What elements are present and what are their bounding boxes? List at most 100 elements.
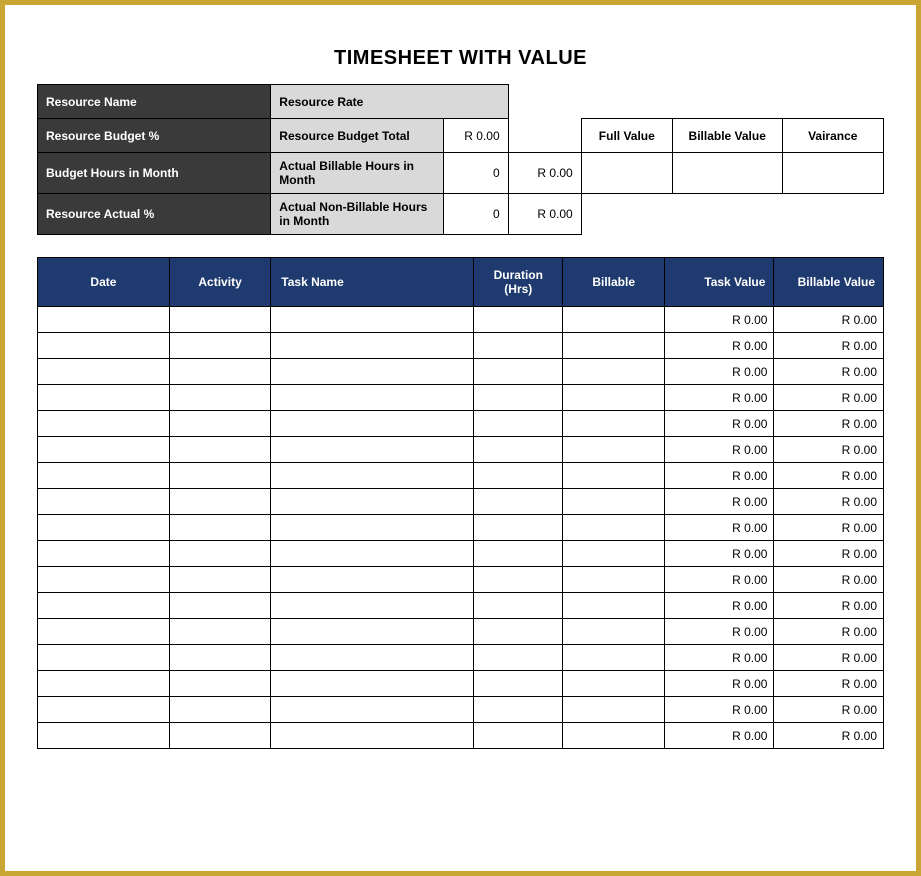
date-cell[interactable]: [38, 437, 170, 463]
task-value-cell[interactable]: R 0.00: [664, 515, 774, 541]
billable-cell[interactable]: [563, 671, 664, 697]
activity-cell[interactable]: [169, 645, 270, 671]
billable-cell[interactable]: [563, 411, 664, 437]
billable-cell[interactable]: [563, 541, 664, 567]
duration-cell[interactable]: [474, 593, 563, 619]
date-cell[interactable]: [38, 723, 170, 749]
task-value-cell[interactable]: R 0.00: [664, 671, 774, 697]
task-value-cell[interactable]: R 0.00: [664, 619, 774, 645]
task-cell[interactable]: [271, 541, 474, 567]
billable-cell[interactable]: [563, 463, 664, 489]
billable-value-cell[interactable]: R 0.00: [774, 541, 884, 567]
billable-value-cell[interactable]: R 0.00: [774, 697, 884, 723]
date-cell[interactable]: [38, 619, 170, 645]
date-cell[interactable]: [38, 645, 170, 671]
duration-cell[interactable]: [474, 385, 563, 411]
task-value-cell[interactable]: R 0.00: [664, 437, 774, 463]
billable-value-cell[interactable]: R 0.00: [774, 619, 884, 645]
duration-cell[interactable]: [474, 567, 563, 593]
billable-value-cell[interactable]: R 0.00: [774, 437, 884, 463]
task-cell[interactable]: [271, 697, 474, 723]
billable-cell[interactable]: [563, 515, 664, 541]
date-cell[interactable]: [38, 333, 170, 359]
activity-cell[interactable]: [169, 723, 270, 749]
date-cell[interactable]: [38, 385, 170, 411]
activity-cell[interactable]: [169, 671, 270, 697]
duration-cell[interactable]: [474, 671, 563, 697]
billable-value-cell[interactable]: R 0.00: [774, 489, 884, 515]
date-cell[interactable]: [38, 671, 170, 697]
activity-cell[interactable]: [169, 541, 270, 567]
task-cell[interactable]: [271, 515, 474, 541]
billable-value-cell[interactable]: R 0.00: [774, 307, 884, 333]
activity-cell[interactable]: [169, 437, 270, 463]
duration-cell[interactable]: [474, 541, 563, 567]
activity-cell[interactable]: [169, 619, 270, 645]
date-cell[interactable]: [38, 411, 170, 437]
task-value-cell[interactable]: R 0.00: [664, 385, 774, 411]
task-cell[interactable]: [271, 619, 474, 645]
duration-cell[interactable]: [474, 463, 563, 489]
billable-value-cell[interactable]: R 0.00: [774, 359, 884, 385]
duration-cell[interactable]: [474, 723, 563, 749]
activity-cell[interactable]: [169, 593, 270, 619]
duration-cell[interactable]: [474, 359, 563, 385]
full-value-cell[interactable]: [581, 153, 672, 194]
task-cell[interactable]: [271, 385, 474, 411]
billable-value-cell[interactable]: R 0.00: [774, 515, 884, 541]
duration-cell[interactable]: [474, 307, 563, 333]
task-value-cell[interactable]: R 0.00: [664, 463, 774, 489]
task-cell[interactable]: [271, 437, 474, 463]
date-cell[interactable]: [38, 489, 170, 515]
billable-value-cell[interactable]: [672, 153, 782, 194]
billable-value-cell[interactable]: R 0.00: [774, 567, 884, 593]
actual-nonbillable-hours-amount[interactable]: R 0.00: [508, 194, 581, 235]
billable-cell[interactable]: [563, 645, 664, 671]
activity-cell[interactable]: [169, 385, 270, 411]
duration-cell[interactable]: [474, 411, 563, 437]
duration-cell[interactable]: [474, 697, 563, 723]
billable-value-cell[interactable]: R 0.00: [774, 411, 884, 437]
activity-cell[interactable]: [169, 333, 270, 359]
actual-billable-hours-value[interactable]: 0: [443, 153, 508, 194]
duration-cell[interactable]: [474, 515, 563, 541]
task-value-cell[interactable]: R 0.00: [664, 645, 774, 671]
activity-cell[interactable]: [169, 697, 270, 723]
resource-budget-total-value[interactable]: R 0.00: [443, 119, 508, 153]
task-value-cell[interactable]: R 0.00: [664, 489, 774, 515]
date-cell[interactable]: [38, 567, 170, 593]
activity-cell[interactable]: [169, 307, 270, 333]
date-cell[interactable]: [38, 463, 170, 489]
billable-cell[interactable]: [563, 437, 664, 463]
activity-cell[interactable]: [169, 489, 270, 515]
billable-value-cell[interactable]: R 0.00: [774, 463, 884, 489]
task-value-cell[interactable]: R 0.00: [664, 411, 774, 437]
billable-cell[interactable]: [563, 593, 664, 619]
task-cell[interactable]: [271, 359, 474, 385]
billable-cell[interactable]: [563, 307, 664, 333]
billable-value-cell[interactable]: R 0.00: [774, 385, 884, 411]
billable-value-cell[interactable]: R 0.00: [774, 333, 884, 359]
duration-cell[interactable]: [474, 437, 563, 463]
task-cell[interactable]: [271, 411, 474, 437]
duration-cell[interactable]: [474, 333, 563, 359]
activity-cell[interactable]: [169, 567, 270, 593]
billable-cell[interactable]: [563, 333, 664, 359]
task-value-cell[interactable]: R 0.00: [664, 307, 774, 333]
date-cell[interactable]: [38, 359, 170, 385]
billable-value-cell[interactable]: R 0.00: [774, 645, 884, 671]
task-cell[interactable]: [271, 489, 474, 515]
billable-cell[interactable]: [563, 697, 664, 723]
task-value-cell[interactable]: R 0.00: [664, 723, 774, 749]
billable-cell[interactable]: [563, 489, 664, 515]
billable-cell[interactable]: [563, 359, 664, 385]
date-cell[interactable]: [38, 515, 170, 541]
task-value-cell[interactable]: R 0.00: [664, 567, 774, 593]
actual-billable-hours-amount[interactable]: R 0.00: [508, 153, 581, 194]
variance-cell[interactable]: [782, 153, 884, 194]
date-cell[interactable]: [38, 593, 170, 619]
billable-cell[interactable]: [563, 619, 664, 645]
billable-value-cell[interactable]: R 0.00: [774, 723, 884, 749]
duration-cell[interactable]: [474, 489, 563, 515]
duration-cell[interactable]: [474, 645, 563, 671]
